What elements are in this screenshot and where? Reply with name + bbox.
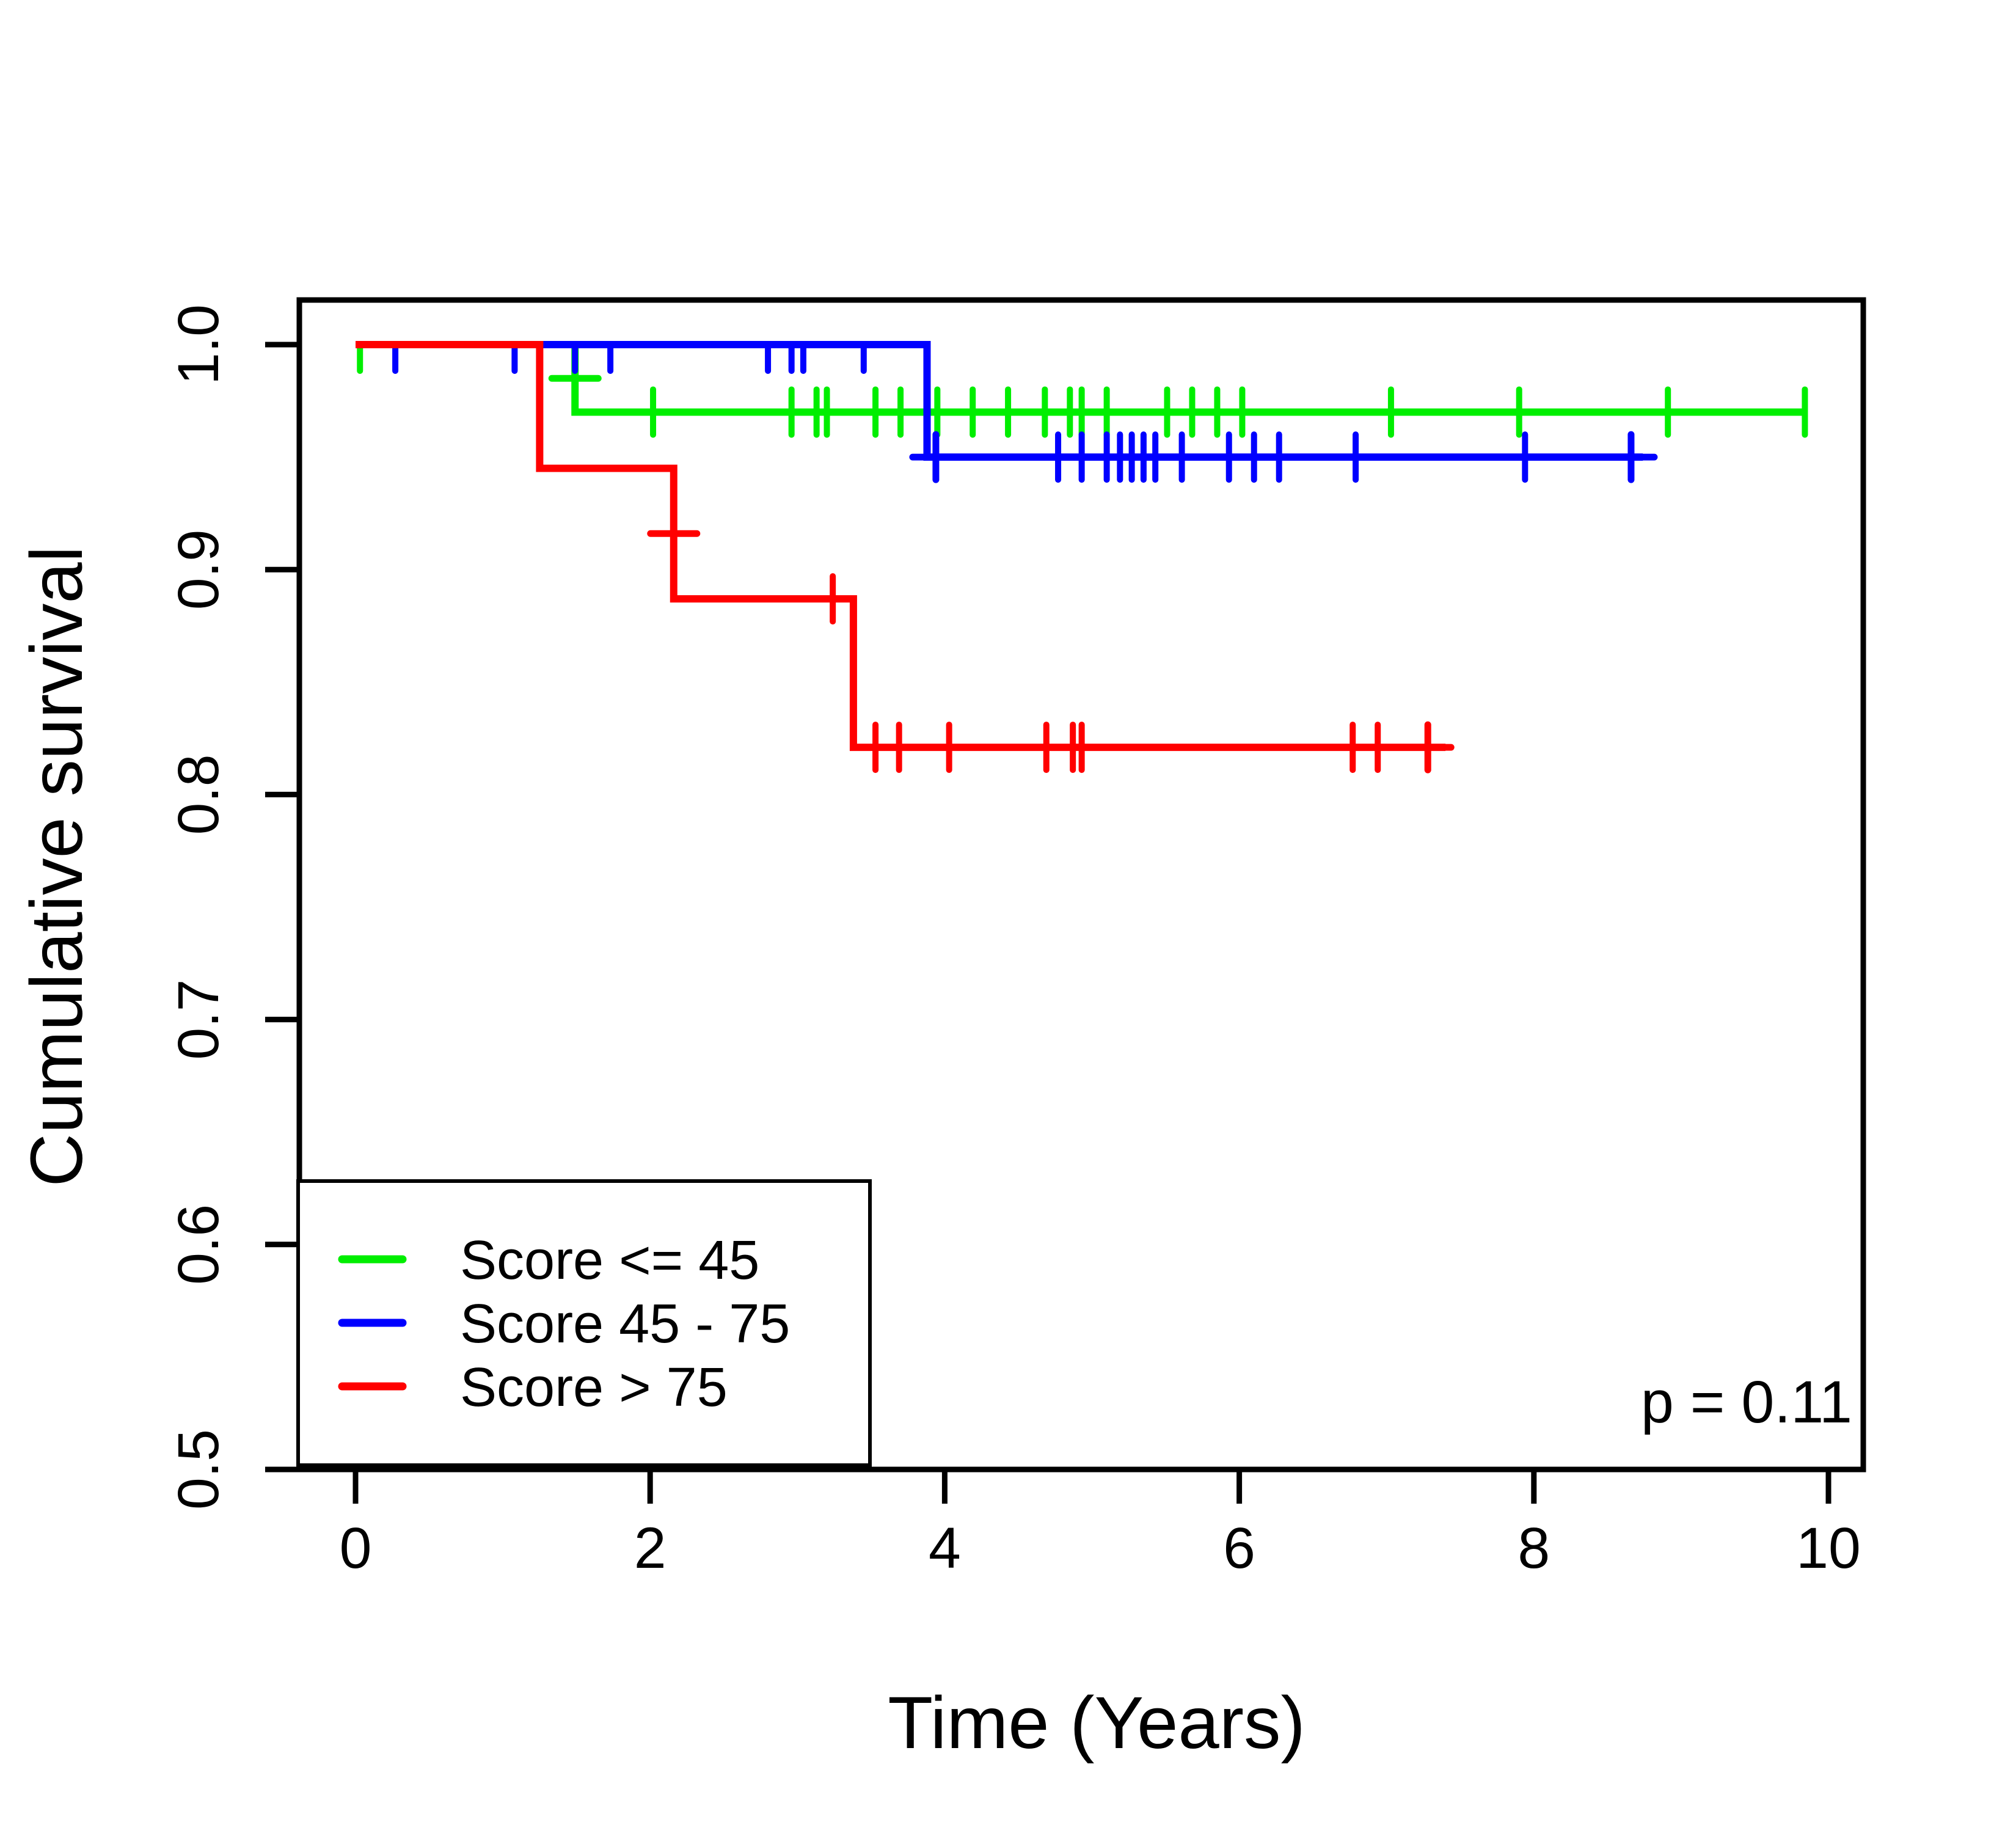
x-axis-tick-label: 10 bbox=[1796, 1516, 1861, 1581]
p-value-text: p = 0.11 bbox=[1641, 1369, 1852, 1435]
x-axis-tick-label: 0 bbox=[340, 1516, 372, 1581]
x-axis-title: Time (Years) bbox=[888, 1681, 1306, 1764]
y-axis-tick-label: 1.0 bbox=[166, 304, 231, 385]
km-series-2 bbox=[356, 341, 1658, 483]
y-axis-tick-label: 0.5 bbox=[166, 1429, 231, 1510]
x-axis-tick-label: 4 bbox=[929, 1516, 961, 1581]
y-axis-tick-label: 0.7 bbox=[166, 979, 231, 1060]
legend-label: Score <= 45 bbox=[460, 1230, 759, 1291]
y-axis-title: Cumulative survival bbox=[15, 546, 98, 1187]
y-axis-tick-label: 0.8 bbox=[166, 754, 231, 835]
plot-border bbox=[296, 297, 1866, 1473]
legend-label: Score > 75 bbox=[460, 1357, 728, 1418]
legend-label: Score 45 - 75 bbox=[460, 1293, 790, 1355]
x-axis-tick-label: 8 bbox=[1517, 1516, 1550, 1581]
x-axis-tick-label: 6 bbox=[1223, 1516, 1255, 1581]
km-series-3 bbox=[356, 341, 1455, 774]
y-axis-tick-label: 0.9 bbox=[166, 529, 231, 610]
x-axis-tick-label: 2 bbox=[634, 1516, 667, 1581]
y-axis-tick-label: 0.6 bbox=[166, 1204, 231, 1285]
km-curve bbox=[356, 341, 1643, 461]
